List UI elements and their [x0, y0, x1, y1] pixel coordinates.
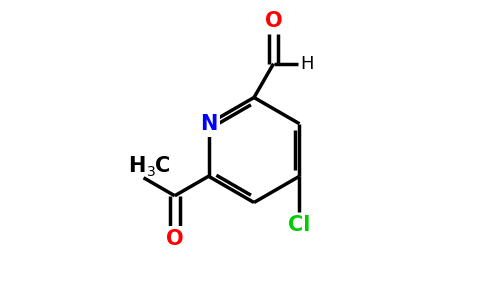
Text: O: O	[166, 229, 183, 249]
Text: C: C	[155, 156, 170, 176]
Text: Cl: Cl	[288, 215, 311, 235]
Text: H: H	[128, 156, 145, 176]
Text: N: N	[200, 114, 217, 134]
Text: H: H	[301, 55, 314, 73]
Text: O: O	[265, 11, 282, 31]
Text: 3: 3	[147, 165, 156, 179]
